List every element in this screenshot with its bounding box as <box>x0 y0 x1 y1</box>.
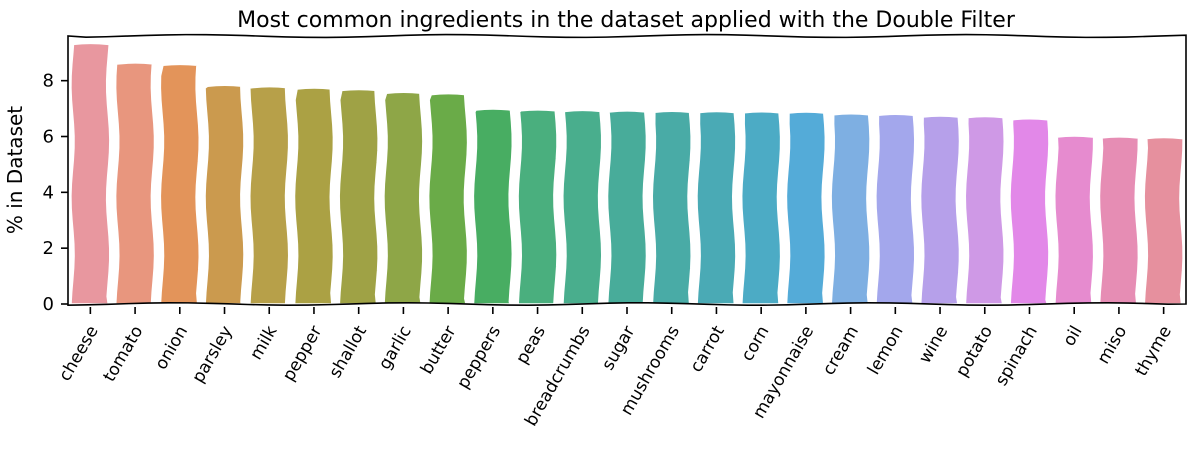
y-axis-label: % in Dataset <box>3 106 27 234</box>
bar-breadcrumbs <box>562 109 603 305</box>
x-tick-label-thyme: thyme <box>1131 323 1176 380</box>
x-tick-label-garlic: garlic <box>375 323 416 374</box>
x-tick-label-wine: wine <box>915 323 952 368</box>
x-tick-label-cheese: cheese <box>55 323 103 385</box>
bar-peppers <box>472 108 514 305</box>
y-tick-label: 8 <box>43 71 54 92</box>
bar-pepper <box>293 87 335 305</box>
bar-wine <box>919 115 961 305</box>
bar-parsley <box>204 84 245 305</box>
y-ticks-group: 0 2 4 6 8 <box>43 71 68 315</box>
x-tick-label-parsley: parsley <box>188 323 236 387</box>
bar-tomato <box>114 62 156 305</box>
bar-garlic <box>383 91 424 305</box>
bar-shallot <box>338 88 379 305</box>
bar-lemon <box>875 113 916 305</box>
bar-mushrooms <box>651 110 692 305</box>
chart-title: Most common ingredients in the dataset a… <box>237 8 1016 33</box>
bar-mayonnaise <box>785 111 827 305</box>
x-tick-label-peas: peas <box>512 322 550 367</box>
bar-corn <box>740 111 782 305</box>
bar-potato <box>964 115 1006 305</box>
bar-peas <box>517 109 558 305</box>
bar-cream <box>830 112 871 305</box>
x-tick-label-carrot: carrot <box>686 322 729 376</box>
x-tick-label-miso: miso <box>1094 323 1132 368</box>
bars-group <box>70 42 1184 305</box>
x-tick-label-corn: corn <box>738 323 774 365</box>
bar-thyme <box>1143 136 1184 305</box>
bar-oil <box>1053 135 1095 305</box>
bar-milk <box>248 85 290 305</box>
x-tick-label-cream: cream <box>819 323 863 379</box>
bar-miso <box>1098 136 1140 305</box>
bar-cheese <box>70 42 111 305</box>
x-tick-label-pepper: pepper <box>279 322 326 384</box>
bar-onion <box>159 63 201 305</box>
bar-butter <box>427 92 469 305</box>
y-tick-label: 6 <box>43 127 54 148</box>
bar-spinach <box>1009 118 1050 305</box>
y-tick-label: 0 <box>43 294 54 315</box>
plot-frame <box>67 33 1187 307</box>
bar-sugar <box>606 110 648 305</box>
x-tick-label-peppers: peppers <box>453 322 505 392</box>
x-tick-label-butter: butter <box>417 323 461 378</box>
x-tick-label-lemon: lemon <box>864 323 908 379</box>
x-tick-label-milk: milk <box>246 322 281 363</box>
bar-carrot <box>696 110 737 305</box>
x-tick-label-potato: potato <box>952 323 997 381</box>
x-tick-label-spinach: spinach <box>992 323 1042 390</box>
x-tick-label-tomato: tomato <box>100 323 148 386</box>
x-tick-label-onion: onion <box>151 323 192 374</box>
x-tick-label-sugar: sugar <box>598 323 639 374</box>
y-tick-label: 2 <box>43 238 54 259</box>
x-tick-label-shallot: shallot <box>325 322 371 381</box>
x-tick-label-oil: oil <box>1059 323 1086 350</box>
y-tick-label: 4 <box>43 182 54 203</box>
